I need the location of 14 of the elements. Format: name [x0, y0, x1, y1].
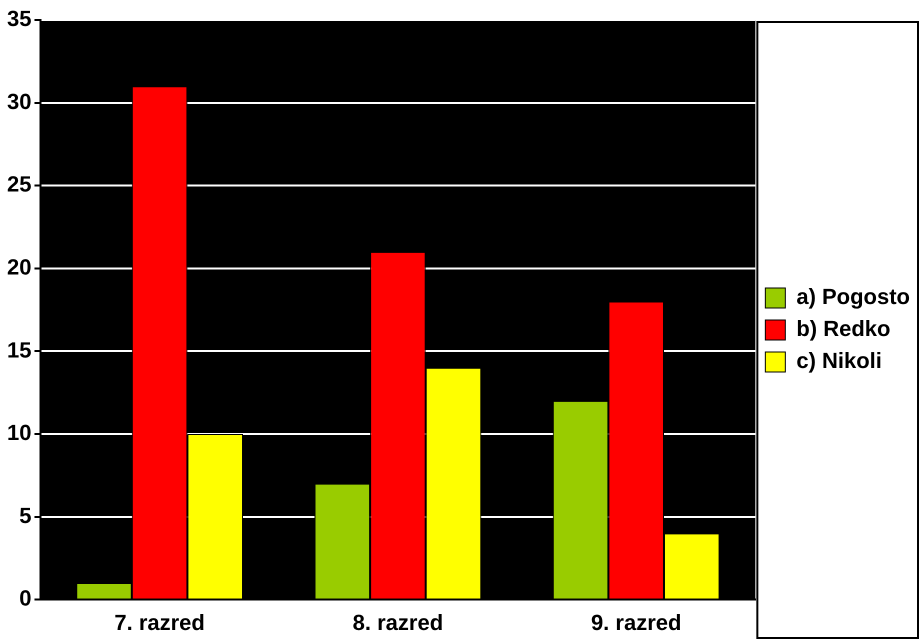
y-tick-label: 35 — [6, 6, 32, 32]
x-tick-label: 7. razred — [114, 610, 205, 635]
y-tick-label: 15 — [6, 337, 32, 362]
y-tick-label: 5 — [19, 502, 32, 528]
y-tick-label: 20 — [6, 254, 32, 280]
legend-label: b) Redko — [796, 316, 890, 342]
y-tick-label: 30 — [6, 88, 32, 114]
y-tick-label: 25 — [6, 172, 32, 197]
x-tick-label: 9. razred — [590, 610, 682, 635]
legend-label: a) Pogosto — [796, 284, 910, 310]
y-tick-label: 10 — [6, 420, 32, 446]
x-tick-label: 8. razred — [352, 610, 444, 635]
y-tick-label: 0 — [19, 586, 32, 611]
legend-label: c) Nikoli — [796, 348, 882, 374]
